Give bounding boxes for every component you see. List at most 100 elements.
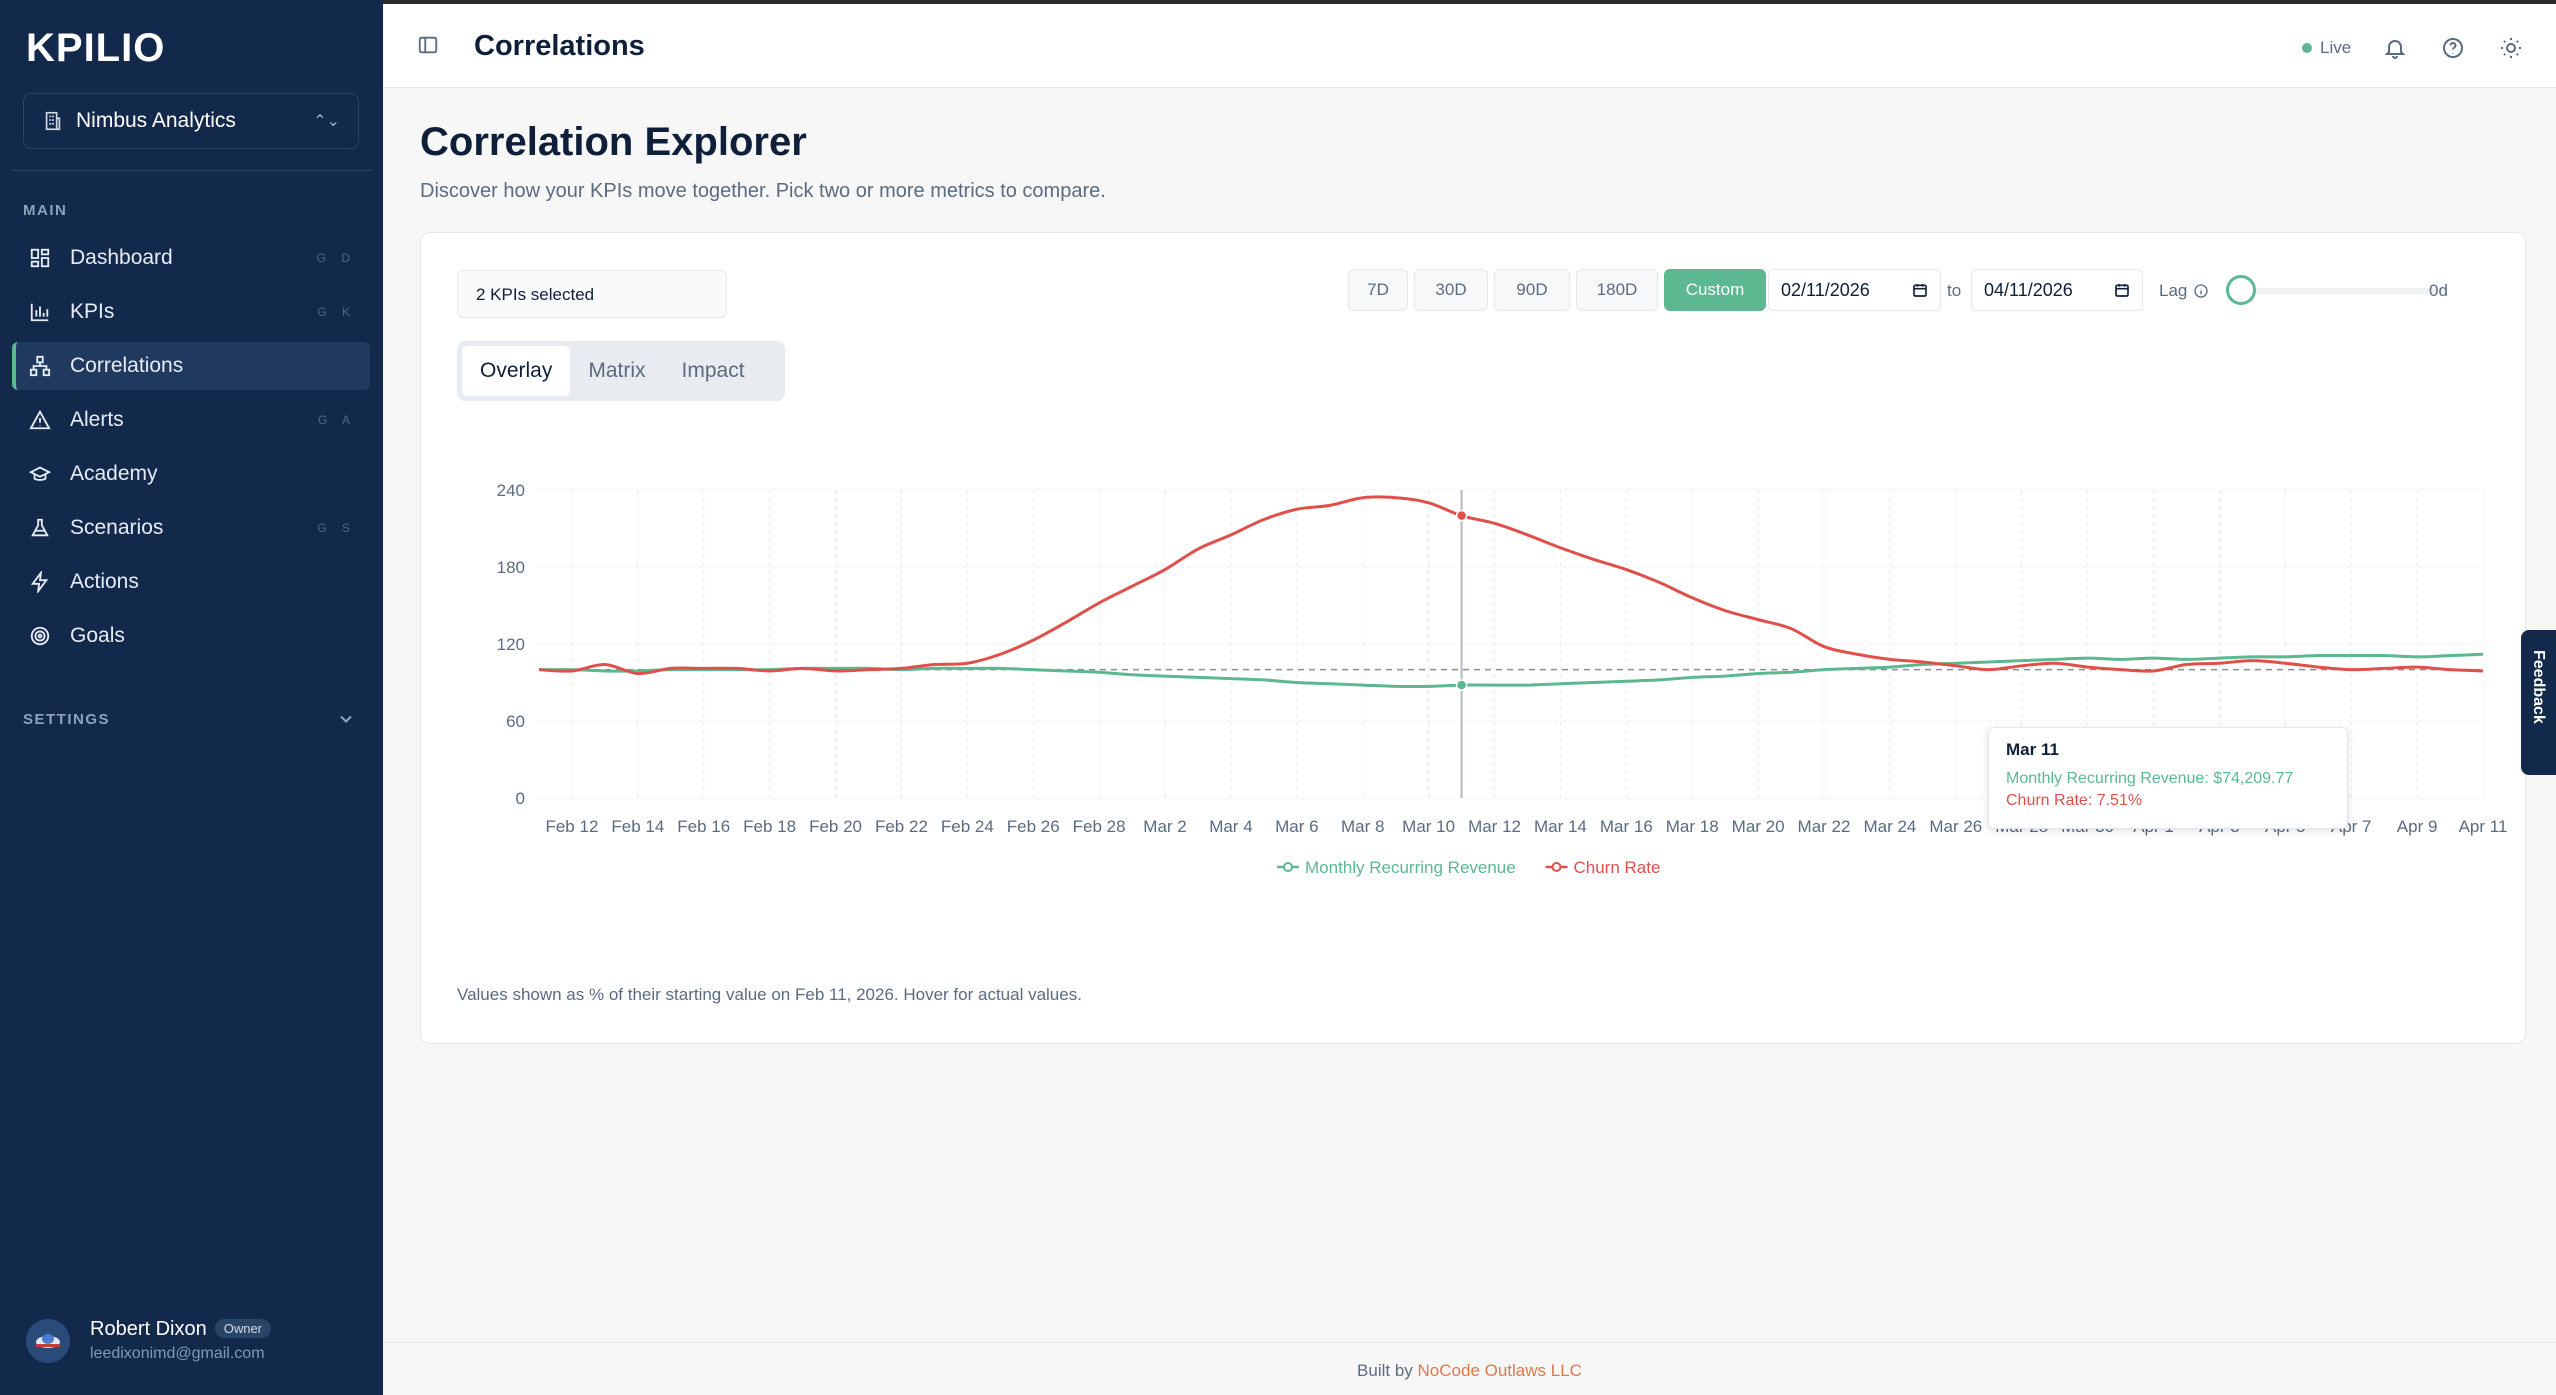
page-subtitle: Discover how your KPIs move together. Pi…: [420, 180, 1106, 202]
shortcut-hint: G A: [317, 413, 356, 427]
x-tick-label: Feb 20: [809, 817, 862, 836]
lag-slider-thumb[interactable]: [2226, 275, 2256, 305]
lightning-icon: [28, 570, 52, 594]
bar-chart-icon: [28, 300, 52, 324]
chevron-updown-icon: ⌃⌄: [313, 113, 340, 130]
shortcut-hint: G D: [316, 251, 356, 265]
x-tick-label: Mar 12: [1468, 817, 1521, 836]
y-tick-label: 60: [506, 712, 525, 731]
shortcut-hint: G K: [317, 305, 356, 319]
building-icon: [45, 111, 61, 131]
sidebar-item-label: Goals: [70, 624, 125, 647]
x-tick-label: Feb 28: [1073, 817, 1126, 836]
kpi-selector[interactable]: 2 KPIs selected: [457, 270, 727, 318]
bell-icon[interactable]: [2383, 36, 2407, 60]
avatar-image-icon: [36, 1333, 60, 1348]
lag-slider-track[interactable]: [2251, 288, 2446, 294]
sidebar-item-alerts[interactable]: Alerts G A: [12, 396, 370, 444]
info-icon[interactable]: [2193, 283, 2209, 299]
range-custom-button[interactable]: Custom: [1664, 269, 1766, 311]
org-switcher[interactable]: Nimbus Analytics ⌃⌄: [23, 93, 359, 149]
sidebar-item-correlations[interactable]: Correlations: [12, 342, 370, 390]
sidebar-item-kpis[interactable]: KPIs G K: [12, 288, 370, 336]
sidebar-item-label: Actions: [70, 570, 139, 593]
graduation-cap-icon: [28, 462, 52, 486]
tab-overlay[interactable]: Overlay: [462, 346, 571, 396]
role-badge: Owner: [214, 1319, 272, 1338]
x-tick-label: Mar 26: [1929, 817, 1982, 836]
y-tick-label: 120: [497, 635, 525, 654]
tooltip-churn: Churn Rate: 7.51%: [2006, 792, 2143, 809]
range-30d-button[interactable]: 30D: [1414, 269, 1488, 311]
footer-prefix: Built by: [1357, 1361, 1413, 1380]
legend-marker-icon: [1551, 862, 1562, 872]
user-name: Robert Dixon: [90, 1318, 207, 1340]
sidebar: KPILIO Nimbus Analytics ⌃⌄ MAIN Dashboar…: [0, 0, 383, 1395]
tooltip-mrr: Monthly Recurring Revenue: $74,209.77: [2006, 770, 2294, 787]
sidebar-item-goals[interactable]: Goals: [12, 612, 370, 660]
x-tick-label: Feb 16: [677, 817, 730, 836]
footer-company-link[interactable]: NoCode Outlaws LLC: [1417, 1361, 1582, 1380]
theme-sun-icon[interactable]: [2499, 36, 2523, 60]
user-profile[interactable]: Robert Dixon Owner leedixonimd@gmail.com: [26, 1318, 272, 1363]
x-tick-label: Mar 6: [1275, 817, 1318, 836]
overlay-chart[interactable]: 0 60 120 180 240 Feb 12 Feb 14 Feb 16 Feb 18 Feb …: [421, 413, 2527, 973]
tooltip-date: Mar 11: [2006, 740, 2059, 759]
date-to-input[interactable]: 04/11/2026: [1971, 269, 2143, 311]
sidebar-item-label: Correlations: [70, 354, 184, 377]
correlation-card: 2 KPIs selected 7D 30D 90D 180D Custom 0…: [420, 232, 2526, 1044]
hover-point-mrr: [1455, 679, 1468, 691]
sidebar-item-scenarios[interactable]: Scenarios G S: [12, 504, 370, 552]
sidebar-toggle-icon[interactable]: [417, 34, 439, 56]
date-from-input[interactable]: 02/11/2026: [1768, 269, 1941, 311]
lag-label: Lag: [2159, 281, 2188, 300]
date-from-value: 02/11/2026: [1781, 279, 1870, 300]
tab-matrix[interactable]: Matrix: [588, 359, 646, 382]
brand-logo[interactable]: KPILIO: [26, 26, 166, 70]
x-tick-label: Feb 12: [545, 817, 598, 836]
range-7d-button[interactable]: 7D: [1348, 269, 1408, 311]
date-to-value: 04/11/2026: [1984, 279, 2073, 300]
x-tick-label: Feb 14: [611, 817, 664, 836]
user-email: leedixonimd@gmail.com: [90, 1345, 265, 1362]
x-tick-label: Feb 24: [941, 817, 994, 836]
sidebar-item-label: Scenarios: [70, 516, 164, 539]
view-tabs: Overlay Matrix Impact: [457, 341, 785, 401]
calendar-icon[interactable]: [2114, 282, 2130, 298]
sidebar-item-academy[interactable]: Academy: [12, 450, 370, 498]
warning-triangle-icon: [28, 408, 52, 432]
feedback-tab[interactable]: Feedback: [2521, 630, 2556, 775]
tab-impact[interactable]: Impact: [681, 359, 745, 382]
footer: Built by NoCode Outlaws LLC: [383, 1342, 2556, 1395]
shortcut-hint: G S: [317, 521, 356, 535]
chevron-down-icon[interactable]: [336, 709, 356, 729]
feedback-label: Feedback: [2530, 650, 2547, 724]
y-tick-label: 240: [497, 481, 525, 500]
y-tick-label: 0: [516, 789, 525, 808]
chart-tooltip: Mar 11 Monthly Recurring Revenue: $74,20…: [1988, 727, 2348, 829]
topbar: Correlations Live: [383, 0, 2556, 88]
sidebar-divider: [12, 170, 372, 171]
section-label-settings[interactable]: SETTINGS: [23, 711, 111, 728]
org-name: Nimbus Analytics: [76, 109, 236, 132]
sidebar-item-actions[interactable]: Actions: [12, 558, 370, 606]
page-heading: Correlation Explorer: [420, 120, 807, 164]
x-tick-label: Mar 2: [1143, 817, 1186, 836]
range-90d-button[interactable]: 90D: [1494, 269, 1570, 311]
range-180d-button[interactable]: 180D: [1576, 269, 1658, 311]
dashboard-icon: [28, 246, 52, 270]
network-icon: [28, 354, 52, 378]
x-tick-label: Apr 9: [2397, 817, 2438, 836]
overlay-chart-svg[interactable]: 0 60 120 180 240 Feb 12 Feb 14 Feb 16 Feb 18 Feb …: [421, 413, 2527, 973]
chart-footnote: Values shown as % of their starting valu…: [457, 985, 1082, 1004]
help-icon[interactable]: [2441, 36, 2465, 60]
sidebar-item-dashboard[interactable]: Dashboard G D: [12, 234, 370, 282]
sidebar-item-label: Dashboard: [70, 246, 173, 269]
calendar-icon[interactable]: [1912, 282, 1928, 298]
date-range-to-label: to: [1947, 281, 1962, 300]
x-tick-label: Mar 4: [1209, 817, 1252, 836]
x-tick-label: Mar 8: [1341, 817, 1384, 836]
x-tick-label: Mar 18: [1666, 817, 1719, 836]
avatar: [26, 1318, 70, 1363]
x-tick-label: Feb 18: [743, 817, 796, 836]
